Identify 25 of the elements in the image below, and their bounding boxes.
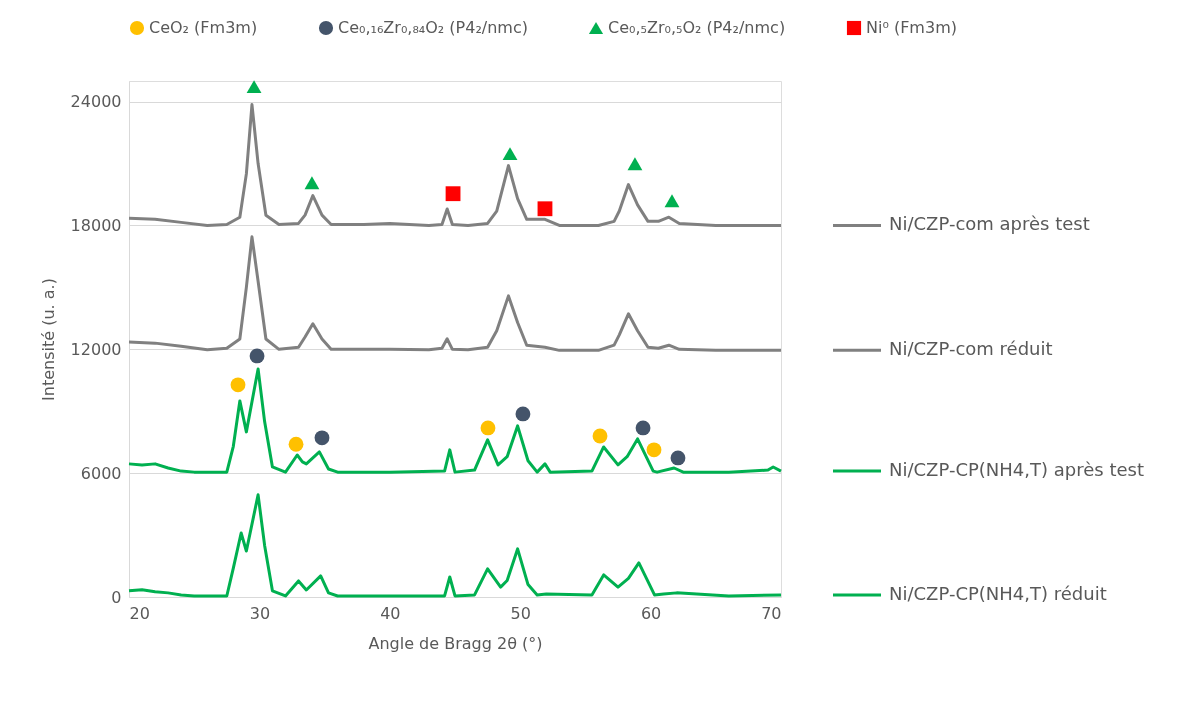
x-axis-title: Angle de Bragg 2θ (°) <box>368 633 543 653</box>
x-tick-label: 50 <box>510 603 531 623</box>
line-series <box>127 493 783 598</box>
y-axis-title: Intensité (u. a.) <box>38 278 58 401</box>
line-series <box>127 367 783 474</box>
line-series <box>127 103 783 227</box>
y-tick-label: 12000 <box>70 339 122 359</box>
y-tick-label: 24000 <box>70 92 122 112</box>
x-tick-label: 60 <box>640 603 662 623</box>
x-tick-label: 30 <box>249 603 271 623</box>
legend-label: Ni⁰ (Fm3m) <box>866 18 957 37</box>
y-tick-label: 6000 <box>80 463 122 483</box>
legend-label: CeO₂ (Fm3m) <box>149 18 258 37</box>
line-series <box>127 235 783 352</box>
x-tick-label: 20 <box>129 603 150 623</box>
legend-label: Ce₀,₁₆Zr₀,₈₄O₂ (P4₂/nmc) <box>338 18 528 37</box>
y-tick-label: 0 <box>111 587 122 607</box>
y-tick-label: 18000 <box>70 215 122 235</box>
legend-label: Ni/CZP-com après test <box>889 213 1090 235</box>
legend-label: Ni/CZP-CP(NH4,T) réduit <box>889 582 1107 604</box>
legend-label: Ce₀,₅Zr₀,₅O₂ (P4₂/nmc) <box>608 18 786 37</box>
legend-label: Ni/CZP-CP(NH4,T) après test <box>889 459 1144 481</box>
legend-label: Ni/CZP-com réduit <box>889 338 1053 360</box>
x-tick-label: 70 <box>761 603 782 623</box>
x-tick-label: 40 <box>380 603 401 623</box>
